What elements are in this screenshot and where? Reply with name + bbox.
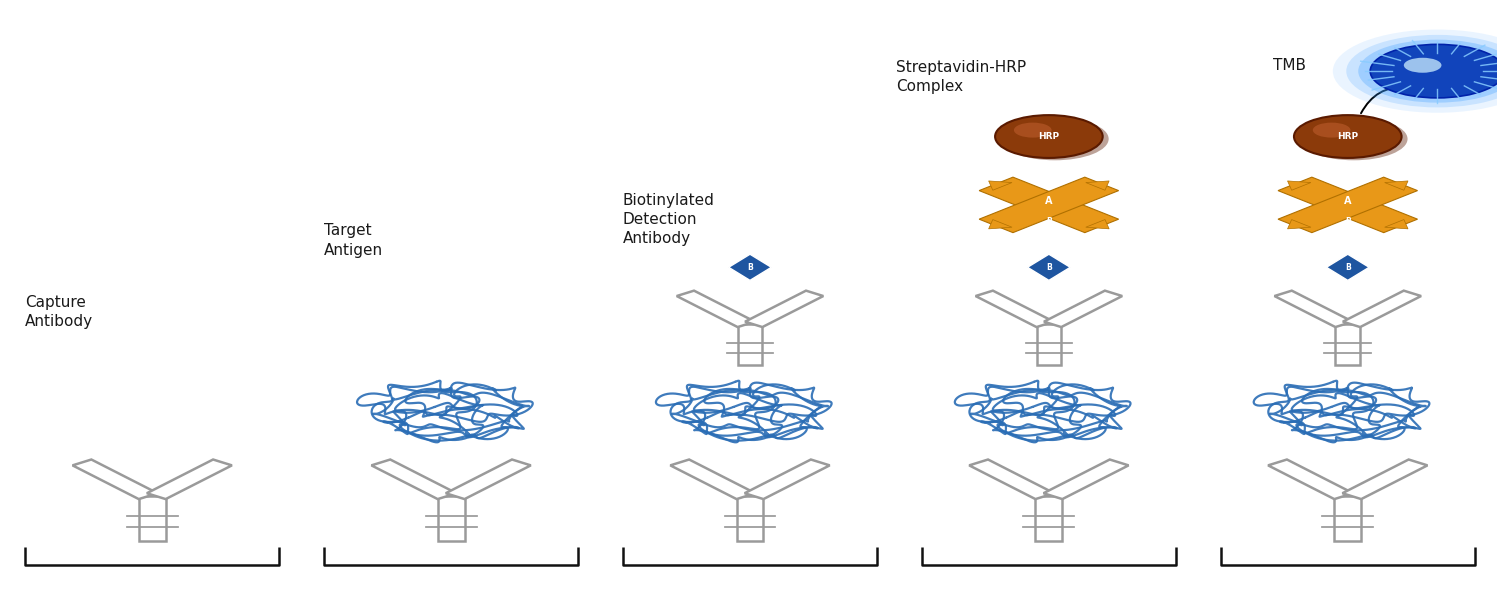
- Text: Biotinylated
Detection
Antibody: Biotinylated Detection Antibody: [622, 193, 716, 247]
- Polygon shape: [988, 181, 1012, 190]
- Polygon shape: [446, 460, 531, 499]
- Polygon shape: [72, 460, 158, 499]
- Text: B: B: [1046, 263, 1052, 272]
- Bar: [140, 496, 165, 541]
- Polygon shape: [1287, 181, 1311, 190]
- Polygon shape: [147, 460, 232, 499]
- Polygon shape: [1268, 460, 1353, 499]
- Polygon shape: [1342, 290, 1420, 327]
- Polygon shape: [1384, 181, 1408, 190]
- Polygon shape: [1275, 290, 1353, 327]
- Circle shape: [1358, 40, 1500, 103]
- Polygon shape: [676, 290, 754, 327]
- Bar: [438, 496, 465, 541]
- Polygon shape: [1287, 220, 1311, 229]
- Text: B: B: [1346, 263, 1350, 272]
- Polygon shape: [729, 254, 771, 280]
- Polygon shape: [744, 460, 830, 499]
- Bar: [738, 325, 762, 365]
- Bar: [1335, 496, 1360, 541]
- Polygon shape: [980, 177, 1119, 233]
- Polygon shape: [746, 290, 824, 327]
- Circle shape: [1347, 35, 1500, 107]
- Circle shape: [1334, 29, 1500, 113]
- Circle shape: [1312, 122, 1350, 137]
- Circle shape: [1014, 122, 1052, 137]
- Polygon shape: [1044, 460, 1128, 499]
- Polygon shape: [1028, 254, 1071, 280]
- Bar: [1335, 325, 1360, 365]
- Text: TMB: TMB: [1274, 58, 1306, 73]
- Polygon shape: [1278, 177, 1418, 233]
- Circle shape: [1300, 118, 1407, 160]
- Polygon shape: [969, 460, 1054, 499]
- Polygon shape: [670, 460, 756, 499]
- Text: B: B: [747, 263, 753, 272]
- Text: A: A: [1344, 196, 1352, 206]
- Polygon shape: [1326, 254, 1370, 280]
- Circle shape: [1370, 44, 1500, 98]
- Circle shape: [1404, 58, 1441, 73]
- Text: Streptavidin-HRP
Complex: Streptavidin-HRP Complex: [897, 60, 1026, 94]
- Polygon shape: [1342, 460, 1428, 499]
- Text: A: A: [1046, 196, 1053, 206]
- Text: Capture
Antibody: Capture Antibody: [26, 295, 93, 329]
- Circle shape: [1294, 115, 1401, 158]
- Polygon shape: [975, 290, 1054, 327]
- Text: Target
Antigen: Target Antigen: [324, 223, 382, 257]
- Circle shape: [1000, 118, 1108, 160]
- Polygon shape: [1278, 177, 1418, 233]
- Polygon shape: [1086, 181, 1108, 190]
- Text: HRP: HRP: [1336, 132, 1359, 141]
- Text: B: B: [1346, 217, 1350, 226]
- Bar: [1035, 496, 1062, 541]
- Text: B: B: [1046, 217, 1052, 226]
- Polygon shape: [980, 177, 1119, 233]
- Bar: [1036, 325, 1062, 365]
- Circle shape: [994, 115, 1102, 158]
- Polygon shape: [1044, 290, 1122, 327]
- Polygon shape: [372, 460, 456, 499]
- Polygon shape: [988, 220, 1012, 229]
- Polygon shape: [1384, 220, 1408, 229]
- Bar: [736, 496, 764, 541]
- Polygon shape: [1086, 220, 1108, 229]
- Text: HRP: HRP: [1038, 132, 1059, 141]
